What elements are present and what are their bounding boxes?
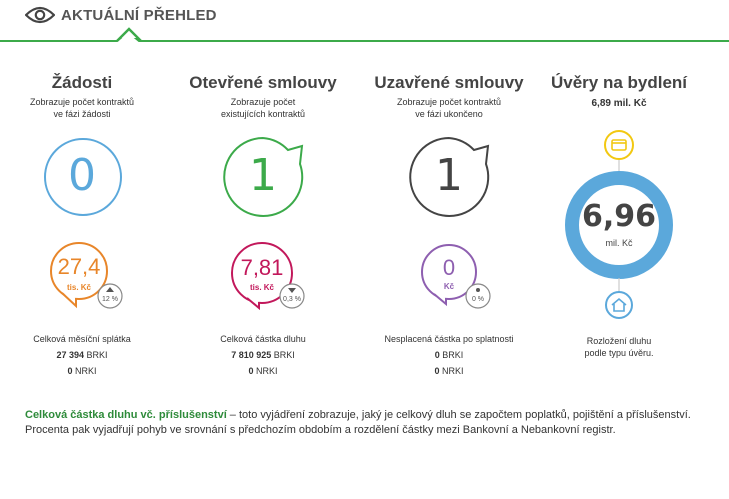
trend-down-icon xyxy=(288,288,296,293)
count-value[interactable]: 1 xyxy=(435,150,463,201)
credit-card-icon[interactable] xyxy=(602,128,636,162)
column-subtitle: Zobrazuje počet kontraktů ve fázi ukonče… xyxy=(396,97,502,119)
nrki-label: NRKI xyxy=(75,366,97,376)
header-underline xyxy=(0,38,729,42)
nrki-row: 0 NRKI xyxy=(0,366,164,376)
metric-label: Celková částka dluhu xyxy=(220,334,306,344)
nrki-value: 0 xyxy=(434,366,440,376)
trend-badge xyxy=(465,283,491,309)
house-icon[interactable] xyxy=(603,289,635,321)
brki-row: 27 394 BRKI xyxy=(0,350,164,360)
brki-label: BRKI xyxy=(442,350,464,360)
brki-value: 0 xyxy=(434,350,440,360)
metric-drop xyxy=(420,244,477,307)
column-subtitle: Zobrazuje počet existujících kontraktů xyxy=(220,97,306,119)
metric-drop xyxy=(230,242,293,310)
brki-row: 0 BRKI xyxy=(366,350,532,360)
trend-badge xyxy=(279,283,305,309)
section-header: AKTUÁLNÍ PŘEHLED xyxy=(0,0,729,42)
trend-up-icon xyxy=(106,287,114,292)
housing-unit: mil. Kč xyxy=(605,238,633,248)
housing-donut[interactable] xyxy=(564,170,674,280)
count-circle xyxy=(223,137,304,217)
column-title: Úvěry na bydlení xyxy=(550,73,688,92)
nrki-value: 0 xyxy=(248,366,254,376)
connector-line xyxy=(618,278,620,292)
count-value[interactable]: 0 xyxy=(68,150,96,201)
housing-value: 6,96 xyxy=(581,199,657,234)
trend-percent: 12 % xyxy=(102,296,118,303)
nrki-label: NRKI xyxy=(442,366,464,376)
page-title: AKTUÁLNÍ PŘEHLED xyxy=(61,7,217,24)
metric-drop xyxy=(49,242,108,309)
metric-value: 27,4 xyxy=(57,254,101,279)
footer-note: Celková částka dluhu vč. příslušenství –… xyxy=(25,408,705,438)
metric-unit: Kč xyxy=(443,282,455,291)
metric-unit: tis. Kč xyxy=(249,283,274,292)
metric-unit: tis. Kč xyxy=(66,283,91,292)
column-title: Uzavřené smlouvy xyxy=(374,73,524,92)
brki-value: 7 810 925 xyxy=(231,350,272,360)
trend-neutral-icon xyxy=(476,288,480,292)
trend-percent: 0 % xyxy=(471,296,485,303)
footer-highlight: Celková částka dluhu vč. příslušenství xyxy=(25,409,227,421)
brki-value: 27 394 xyxy=(56,350,84,360)
column-title: Žádosti xyxy=(51,73,113,92)
footer-text: – toto vyjádření zobrazuje, jaký je celk… xyxy=(25,409,691,436)
metric-label: Nesplacená částka po splatnosti xyxy=(384,334,514,344)
housing-total: 6,89 mil. Kč xyxy=(591,98,647,109)
brki-row: 7 810 925 BRKI xyxy=(180,350,346,360)
metric-value: 0 xyxy=(442,255,456,280)
brki-label: BRKI xyxy=(86,350,108,360)
metric-label: Celková měsíční splátka xyxy=(33,334,131,344)
trend-percent: 0,3 % xyxy=(283,296,301,303)
nrki-row: 0 NRKI xyxy=(180,366,346,376)
column-title: Otevřené smlouvy xyxy=(189,73,337,92)
housing-label: Rozložení dluhu podle typu úvěru. xyxy=(584,336,654,358)
trend-badge xyxy=(97,283,123,309)
nrki-row: 0 NRKI xyxy=(366,366,532,376)
count-circle xyxy=(44,138,122,216)
count-value[interactable]: 1 xyxy=(249,150,277,201)
brki-label: BRKI xyxy=(273,350,295,360)
metric-value: 7,81 xyxy=(240,255,284,280)
count-circle xyxy=(409,137,490,217)
nrki-label: NRKI xyxy=(256,366,278,376)
nrki-value: 0 xyxy=(67,366,73,376)
eye-icon xyxy=(25,6,55,24)
header-caret xyxy=(116,27,142,42)
column-subtitle: Zobrazuje počet kontraktů ve fázi žádost… xyxy=(29,97,135,119)
